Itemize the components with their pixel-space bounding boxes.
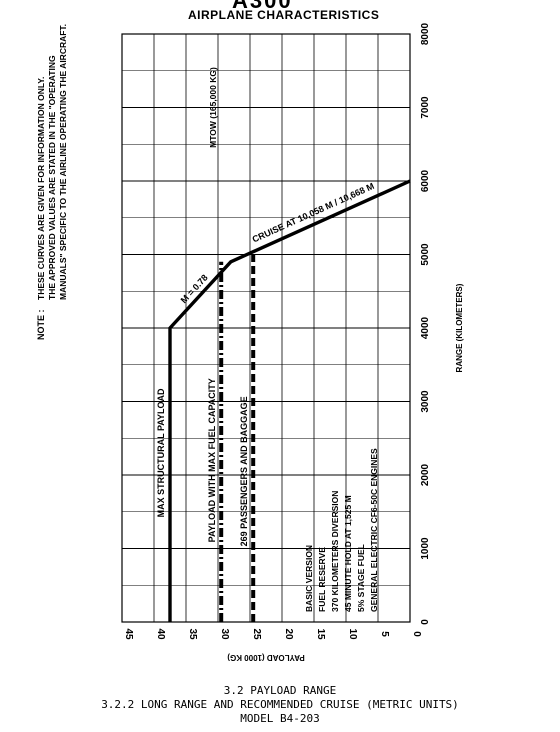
header-partial-title: A300	[232, 0, 293, 13]
caption-model: MODEL B4-203	[240, 712, 320, 725]
payload-tick-label: 20	[283, 628, 294, 640]
page-title: AIRPLANE CHARACTERISTICS	[188, 8, 380, 22]
annotation-condition: 5% STAGE FUEL	[356, 544, 366, 612]
annotation-condition: FUEL RESERVE	[317, 547, 327, 612]
annotation-condition: BASIC VERSION	[304, 545, 314, 612]
note-line: THESE CURVES ARE GIVEN FOR INFORMATION O…	[36, 77, 46, 300]
range-tick-label: 3000	[420, 390, 431, 413]
payload-tick-label: 40	[155, 628, 166, 640]
chart-series	[168, 179, 411, 622]
payload-tick-label: 35	[187, 628, 198, 640]
range-tick-label: 1000	[420, 537, 431, 560]
annotation-max-fuel: PAYLOAD WITH MAX FUEL CAPACITY	[207, 378, 217, 542]
chart-grid	[121, 33, 411, 623]
range-tick-label: 7000	[420, 96, 431, 119]
annotation-mtow: MTOW (165,000 KG)	[208, 67, 218, 148]
annotation-max-structural: MAX STRUCTURAL PAYLOAD	[156, 388, 166, 517]
annotation-condition: GENERAL ELECTRIC CF6-50C ENGINES	[369, 448, 379, 612]
payload-tick-label: 10	[347, 628, 358, 640]
note-line: THE APPROVED VALUES ARE STATED IN THE "O…	[47, 55, 57, 300]
range-tick-label: 0	[420, 619, 431, 625]
annotation-passengers: 269 PASSENGERS AND BAGGAGE	[239, 396, 249, 546]
range-tick-label: 5000	[420, 243, 431, 266]
range-tick-label: 2000	[420, 463, 431, 486]
range-tick-label: 4000	[420, 316, 431, 339]
payload-tick-label: 30	[219, 628, 230, 640]
caption-subsection: 3.2.2 LONG RANGE AND RECOMMENDED CRUISE …	[101, 698, 459, 711]
chart-annotations: MAX STRUCTURAL PAYLOAD PAYLOAD WITH MAX F…	[156, 67, 379, 612]
note-label: NOTE :	[36, 309, 46, 340]
annotation-condition: 45 MINUTE HOLD AT 1,525 M	[343, 495, 353, 612]
payload-range-chart: NOTE : THESE CURVES ARE GIVEN FOR INFORMA…	[36, 22, 464, 662]
payload-tick-label: 5	[379, 631, 390, 637]
payload-axis-label: PAYLOAD (1000 KG)	[227, 653, 305, 662]
note-line: MANUALS" SPECIFIC TO THE AIRLINE OPERATI…	[58, 24, 68, 300]
range-tick-label: 6000	[420, 169, 431, 192]
annotation-condition: 370 KILOMETERS DIVERSION	[330, 491, 340, 612]
payload-tick-label: 45	[123, 628, 134, 640]
range-axis-label: RANGE (KILOMETERS)	[455, 283, 464, 372]
payload-tick-label: 25	[251, 628, 262, 640]
caption-section: 3.2 PAYLOAD RANGE	[223, 684, 337, 697]
payload-tick-label: 15	[315, 628, 326, 640]
range-tick-label: 8000	[420, 22, 431, 45]
chart-ticks: 0 1000 2000 3000 4000 5000 6000 7000 8000 0 5 10 15 2…	[123, 22, 464, 662]
payload-tick-label: 0	[411, 631, 422, 637]
annotation-cruise: CRUISE AT 10,058 M / 10,668 M	[251, 181, 376, 245]
series-line-payload-range	[168, 179, 411, 622]
note-block: NOTE : THESE CURVES ARE GIVEN FOR INFORMA…	[36, 24, 68, 340]
